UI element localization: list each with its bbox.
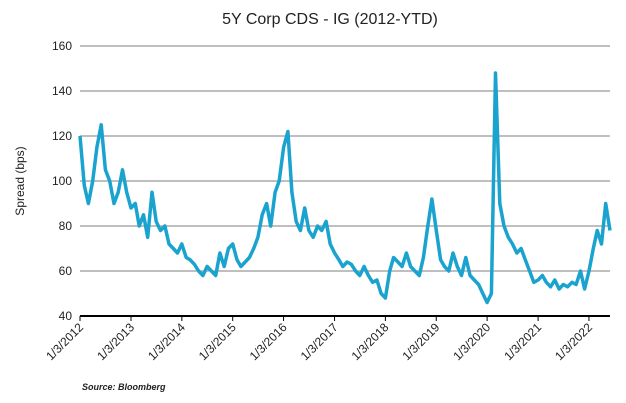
y-tick-label: 120 <box>52 129 72 143</box>
chart-title: 5Y Corp CDS - IG (2012-YTD) <box>222 11 438 28</box>
y-axis-label: Spread (bps) <box>13 146 27 215</box>
y-tick-label: 40 <box>59 309 73 323</box>
x-tick-label: 1/3/2016 <box>247 320 290 363</box>
x-tick-label: 1/3/2020 <box>450 320 493 363</box>
x-tick-label: 1/3/2013 <box>94 320 137 363</box>
source-note: Source: Bloomberg <box>82 382 166 392</box>
y-tick-label: 160 <box>52 39 72 53</box>
x-tick-label: 1/3/2022 <box>552 320 595 363</box>
x-tick-label: 1/3/2015 <box>196 320 239 363</box>
x-tick-label: 1/3/2021 <box>501 320 544 363</box>
x-tick-label: 1/3/2014 <box>145 320 188 363</box>
x-tick-label: 1/3/2018 <box>349 320 392 363</box>
x-tick-label: 1/3/2017 <box>298 320 341 363</box>
data-line <box>78 71 612 305</box>
y-tick-label: 100 <box>52 174 72 188</box>
y-tick-label: 140 <box>52 84 72 98</box>
x-tick-label: 1/3/2012 <box>43 320 86 363</box>
y-tick-label: 60 <box>59 264 73 278</box>
x-tick-label: 1/3/2019 <box>399 320 442 363</box>
y-tick-label: 80 <box>59 219 73 233</box>
